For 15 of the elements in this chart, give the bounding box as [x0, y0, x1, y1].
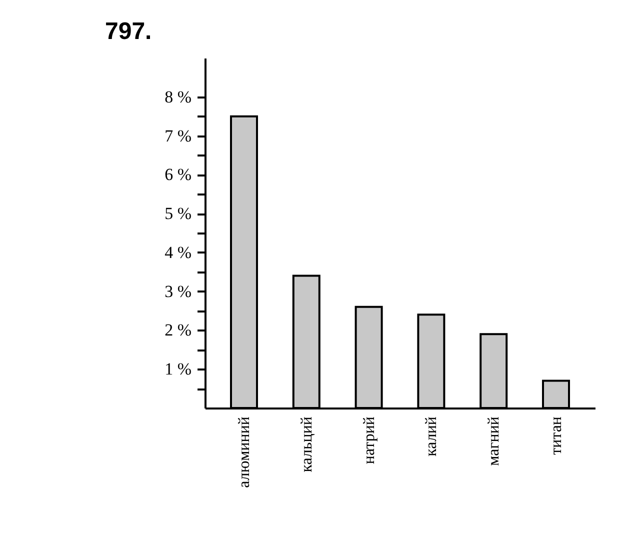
- x-tick-label: магний: [486, 416, 503, 466]
- y-tick-label: 1 %: [164, 360, 192, 379]
- y-tick-label: 7 %: [164, 126, 192, 146]
- x-tick-label: калий: [423, 416, 440, 456]
- y-tick-label: 8 %: [164, 87, 192, 106]
- y-tick-label: 4 %: [164, 242, 192, 262]
- x-tick-label: титан: [548, 416, 565, 455]
- x-tick-label: кальций: [298, 416, 316, 472]
- x-tick-label: натрий: [360, 416, 378, 464]
- x-tick-label: алюминий: [236, 416, 253, 488]
- y-tick-label: 6 %: [164, 165, 192, 184]
- y-tick-label: 2 %: [164, 320, 192, 340]
- chart-title: 797.: [105, 18, 152, 45]
- y-tick-label: 5 %: [164, 204, 192, 224]
- y-tick-label: 3 %: [164, 282, 192, 301]
